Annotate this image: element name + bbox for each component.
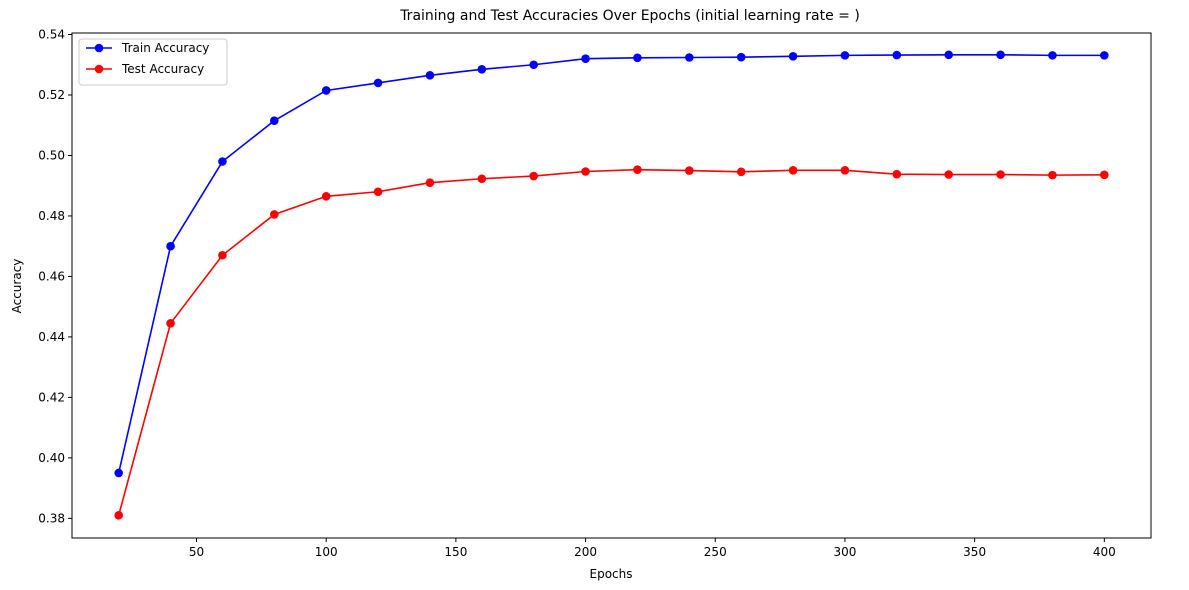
- x-tick-label: 300: [833, 545, 856, 559]
- x-tick-label: 250: [704, 545, 727, 559]
- train-accuracy-point: [477, 64, 487, 74]
- train-accuracy-point: [1100, 51, 1109, 60]
- train-accuracy-point: [840, 51, 850, 60]
- x-axis-ticks: 50 100 150 200 250 300 350 400: [189, 538, 1116, 559]
- train-accuracy-point: [685, 53, 694, 62]
- y-tick-label: 0.38: [38, 511, 65, 525]
- legend-label-test-accuracy: Test Accuracy: [121, 62, 204, 76]
- train-accuracy-point: [1048, 51, 1057, 60]
- test-accuracy-point: [736, 167, 746, 177]
- x-tick-label: 200: [574, 545, 597, 559]
- test-accuracy-point: [788, 165, 798, 175]
- test-accuracy-point: [840, 165, 850, 175]
- y-axis-label: Accuracy: [10, 259, 24, 314]
- x-tick-label: 400: [1093, 545, 1116, 559]
- train-accuracy-point: [321, 86, 331, 95]
- y-tick-label: 0.44: [38, 330, 65, 344]
- legend-marker-test-accuracy: [94, 64, 104, 74]
- train-accuracy-line: [117, 53, 1105, 474]
- legend-box: [78, 38, 228, 86]
- train-accuracy-point: [736, 52, 746, 62]
- test-accuracy-point: [166, 318, 175, 328]
- legend-label-train-accuracy: Train Accuracy: [121, 41, 209, 55]
- y-tick-label: 0.50: [38, 148, 65, 162]
- test-accuracy-point: [685, 166, 694, 175]
- x-tick-label: 50: [189, 545, 204, 559]
- train-accuracy-point: [581, 54, 590, 64]
- train-accuracy-point: [425, 71, 435, 80]
- test-accuracy-line: [117, 168, 1105, 516]
- train-accuracy-point: [788, 51, 798, 61]
- y-tick-label: 0.52: [38, 88, 65, 102]
- test-accuracy-point: [425, 178, 435, 187]
- train-accuracy-point: [529, 60, 538, 70]
- y-tick-label: 0.40: [38, 451, 65, 465]
- legend: Train Accuracy Test Accuracy: [78, 38, 228, 86]
- x-tick-label: 350: [963, 545, 986, 559]
- plot-frame: [71, 32, 1152, 539]
- y-tick-label: 0.42: [38, 390, 65, 404]
- series-layer: [114, 50, 1109, 520]
- test-accuracy-point: [373, 187, 383, 197]
- x-tick-label: 100: [315, 545, 338, 559]
- train-accuracy-point: [166, 241, 175, 251]
- test-accuracy-point: [270, 210, 279, 219]
- test-accuracy-point: [996, 170, 1005, 179]
- test-accuracy-point: [633, 165, 642, 174]
- x-tick-label: 150: [444, 545, 467, 559]
- train-accuracy-point: [892, 50, 902, 60]
- test-accuracy-point: [477, 174, 487, 184]
- test-accuracy-point: [944, 170, 953, 179]
- y-tick-label: 0.46: [38, 269, 65, 283]
- test-accuracy-point: [321, 191, 331, 201]
- train-accuracy-point: [373, 78, 383, 88]
- y-tick-label: 0.54: [38, 28, 65, 42]
- y-tick-label: 0.48: [38, 209, 65, 223]
- x-axis-label: Epochs: [590, 567, 633, 581]
- test-accuracy-point: [529, 171, 538, 181]
- test-accuracy-point: [1100, 170, 1109, 180]
- train-accuracy-point: [633, 53, 642, 63]
- chart-title: Training and Test Accuracies Over Epochs…: [399, 8, 860, 24]
- test-accuracy-point: [114, 511, 123, 520]
- test-accuracy-point: [892, 169, 902, 179]
- test-accuracy-point: [218, 250, 227, 260]
- test-accuracy-point: [1048, 170, 1057, 180]
- train-accuracy-point: [996, 50, 1005, 60]
- train-accuracy-point: [218, 157, 227, 166]
- legend-marker-train-accuracy: [94, 43, 104, 53]
- test-accuracy-point: [581, 167, 590, 176]
- train-accuracy-point: [270, 116, 279, 125]
- train-accuracy-point: [944, 50, 953, 60]
- y-axis-ticks: 0.38 0.40 0.42 0.44 0.46 0.48 0.50 0.52 0.54: [38, 28, 72, 525]
- train-accuracy-point: [114, 468, 123, 478]
